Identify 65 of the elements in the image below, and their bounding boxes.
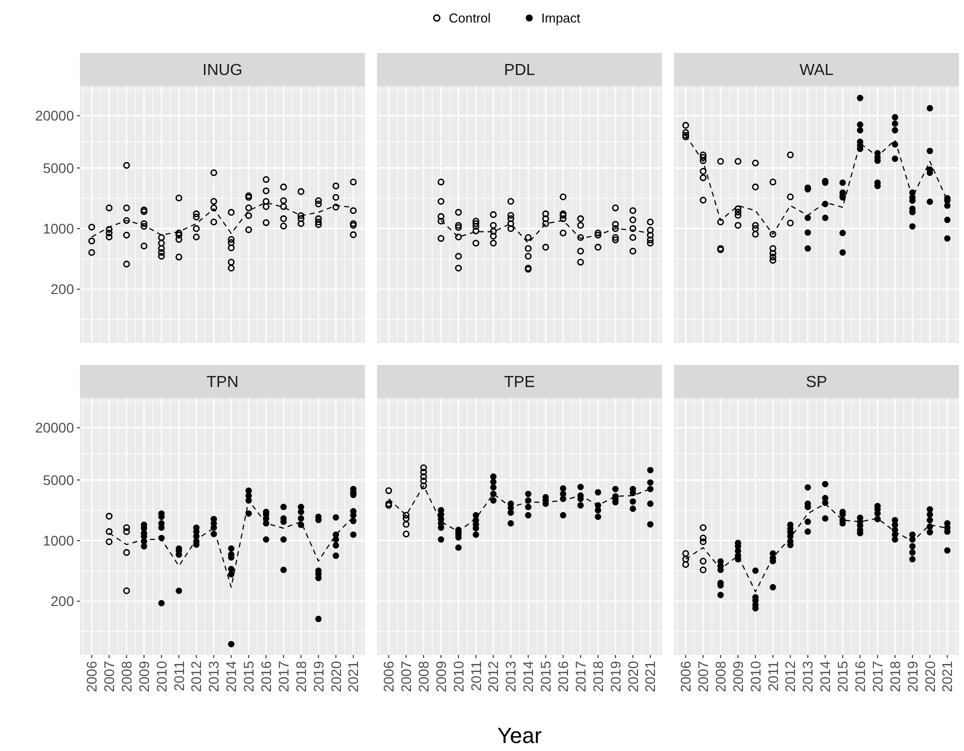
x-tick-label: 2012 [188,660,204,692]
y-tick-label: 5000 [42,160,74,176]
x-tick-label: 2020 [624,660,641,692]
x-tick-label: 2019 [607,660,624,692]
y-tick-label: 20000 [35,420,74,436]
x-tick-label: 2010 [747,660,764,692]
x-tick-label: 2006 [84,660,100,692]
legend-label: Impact [541,10,581,26]
x-tick-label: 2021 [939,660,956,692]
x-tick-label: 2016 [258,660,274,692]
chart-title: INUG [202,62,242,80]
chart-title: SP [806,374,828,392]
y-tick-label: 1000 [42,220,74,236]
x-tick-label: 2014 [520,660,536,692]
x-tick-label: 2020 [922,660,938,692]
x-tick-label: 2013 [502,660,519,692]
chart-title: TPE [504,374,536,392]
x-tick-label: 2017 [572,660,588,692]
x-tick-label: 2011 [764,660,781,692]
x-tick-label: 2012 [485,660,502,692]
x-tick-label: 2013 [800,660,816,692]
x-tick-label: 2006 [380,660,397,692]
x-tick-label: 2015 [538,660,554,692]
y-tick-label: 5000 [42,472,74,488]
chart-title: TPN [206,374,238,392]
x-tick-label: 2018 [590,660,606,692]
x-tick-label: 2018 [292,660,309,692]
x-tick-label: 2009 [136,660,152,692]
x-tick-label: 2014 [223,660,240,692]
y-tick-label: 200 [50,593,74,610]
chart-title: WAL [799,62,834,80]
x-tick-label: 2011 [468,660,484,692]
x-tick-label: 2017 [869,660,886,692]
x-tick-label: 2017 [275,660,292,692]
x-tick-label: 2012 [782,660,798,692]
x-tick-label: 2006 [678,660,694,692]
x-tick-label: 2011 [170,660,187,692]
x-tick-label: 2010 [153,660,170,692]
x-tick-label: 2021 [642,660,658,692]
x-tick-label: 2015 [834,660,851,692]
legend-label: Control [448,10,491,26]
x-tick-label: 2016 [852,660,868,692]
x-tick-label: 2021 [345,660,362,692]
x-tick-label: 2009 [730,660,746,692]
x-tick-label: 2009 [432,660,449,692]
y-tick-label: 1000 [42,532,74,548]
x-tick-label: 2014 [817,660,834,692]
x-tick-label: 2015 [240,660,257,692]
x-tick-label: 2007 [101,660,118,692]
x-tick-label: 2019 [310,660,326,692]
y-tick-label: 200 [50,281,74,298]
chart-title: PDL [504,62,536,80]
x-tick-label: 2016 [555,660,572,692]
x-tick-label: 2008 [415,660,432,692]
x-tick-label: 2018 [886,660,903,692]
x-tick-label: 2007 [695,660,712,692]
x-axis-title: Year [497,723,542,748]
x-tick-label: 2019 [904,660,920,692]
y-tick-label: 20000 [35,108,74,124]
x-tick-label: 2008 [712,660,728,692]
x-tick-label: 2013 [206,660,222,692]
x-tick-label: 2007 [398,660,414,692]
x-tick-label: 2010 [450,660,466,692]
x-tick-label: 2008 [118,660,134,692]
x-tick-label: 2020 [328,660,344,692]
